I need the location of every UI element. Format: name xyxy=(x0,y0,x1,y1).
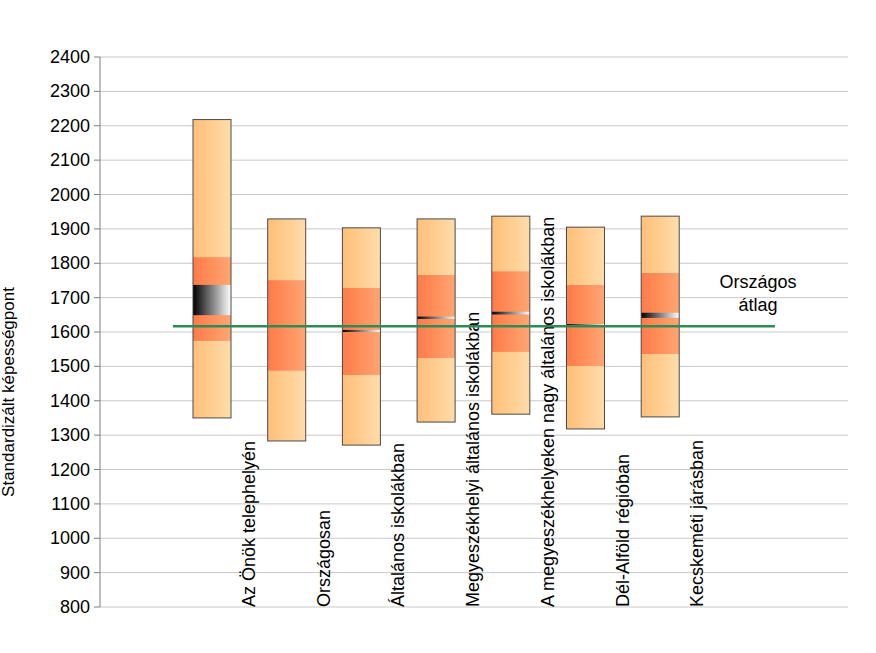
box-outline xyxy=(417,219,455,422)
tick xyxy=(94,435,100,436)
tick-label: 1500 xyxy=(50,356,90,376)
whisker-band-high xyxy=(492,216,530,271)
tick-label: 1600 xyxy=(50,322,90,342)
y-axis-label: Standardizált képességpont xyxy=(0,287,18,497)
whisker-band-high xyxy=(193,120,231,258)
category-label: Az Önök telephelyén xyxy=(239,441,259,607)
whisker-band-low xyxy=(417,358,455,422)
chart: 800 900 1000 1100 1200 1300 1400 1500 1600 1700 18… xyxy=(0,0,876,653)
interquartile-band xyxy=(193,257,231,341)
tick-label: 1000 xyxy=(50,528,90,548)
tick xyxy=(94,607,100,608)
category-label: Dél-Alföld régióban xyxy=(613,454,633,607)
box-outline xyxy=(268,219,306,441)
whisker-band-high xyxy=(268,219,306,280)
tick-label: 2000 xyxy=(50,185,90,205)
grid xyxy=(94,57,848,607)
tick xyxy=(94,538,100,539)
tick-label: 1100 xyxy=(51,494,90,514)
grid-line xyxy=(100,91,848,92)
whisker-band-low xyxy=(492,352,530,414)
mean-ci xyxy=(492,312,530,315)
whisker-band-low xyxy=(268,371,306,441)
tick xyxy=(94,503,100,504)
y-axis xyxy=(100,57,101,607)
tick-label: 800 xyxy=(60,597,90,617)
tick xyxy=(94,228,100,229)
tick xyxy=(94,194,100,195)
tick-label: 900 xyxy=(60,563,90,583)
tick xyxy=(94,263,100,264)
tick-label: 1700 xyxy=(50,288,90,308)
tick-label: 1300 xyxy=(50,425,90,445)
tick xyxy=(94,332,100,333)
interquartile-band xyxy=(641,273,679,354)
tick-label: 2300 xyxy=(50,81,90,101)
tick xyxy=(94,91,100,92)
grid-line xyxy=(100,57,848,58)
box-outline xyxy=(641,216,679,417)
tick xyxy=(94,366,100,367)
box-outline xyxy=(193,120,231,418)
category-label: Megyeszékhelyi általános iskolákban xyxy=(463,312,483,607)
tick xyxy=(94,469,100,470)
mean-ci xyxy=(417,317,455,319)
box-outline xyxy=(567,227,605,429)
tick-label: 1900 xyxy=(50,219,90,239)
tick xyxy=(94,572,100,573)
whisker-band-high xyxy=(342,228,380,288)
category-label: A megyeszékhelyeken nagy általános iskol… xyxy=(538,217,558,607)
tick xyxy=(94,160,100,161)
tick-label: 2100 xyxy=(50,150,90,170)
whisker-band-low xyxy=(342,375,380,445)
box-outline xyxy=(492,216,530,414)
mean-ci xyxy=(641,313,679,318)
boxes xyxy=(193,120,679,446)
interquartile-band xyxy=(492,271,530,352)
tick-label: 1200 xyxy=(50,460,90,480)
whisker-band-high xyxy=(641,216,679,273)
tick xyxy=(94,125,100,126)
mean-ci xyxy=(193,285,231,315)
box-outline xyxy=(342,228,380,445)
tick xyxy=(94,57,100,58)
mean-ci xyxy=(342,330,380,332)
interquartile-band xyxy=(417,275,455,358)
tick xyxy=(94,297,100,298)
reference-label: Országosátlag xyxy=(719,272,796,315)
interquartile-band xyxy=(342,288,380,375)
whisker-band-low xyxy=(567,366,605,429)
tick-label: 2200 xyxy=(50,116,90,136)
whisker-band-low xyxy=(641,354,679,417)
category-label: Országosan xyxy=(314,510,334,607)
whisker-band-high xyxy=(567,227,605,285)
tick-label: 1800 xyxy=(50,253,90,273)
tick-label: 1400 xyxy=(50,391,90,411)
reference-line xyxy=(173,325,775,328)
tick xyxy=(94,400,100,401)
category-label: Kecskeméti járásban xyxy=(687,440,707,607)
tick-label: 2400 xyxy=(50,47,90,67)
whisker-band-low xyxy=(193,341,231,418)
category-label: Általános iskolákban xyxy=(388,443,408,607)
whisker-band-high xyxy=(417,219,455,275)
